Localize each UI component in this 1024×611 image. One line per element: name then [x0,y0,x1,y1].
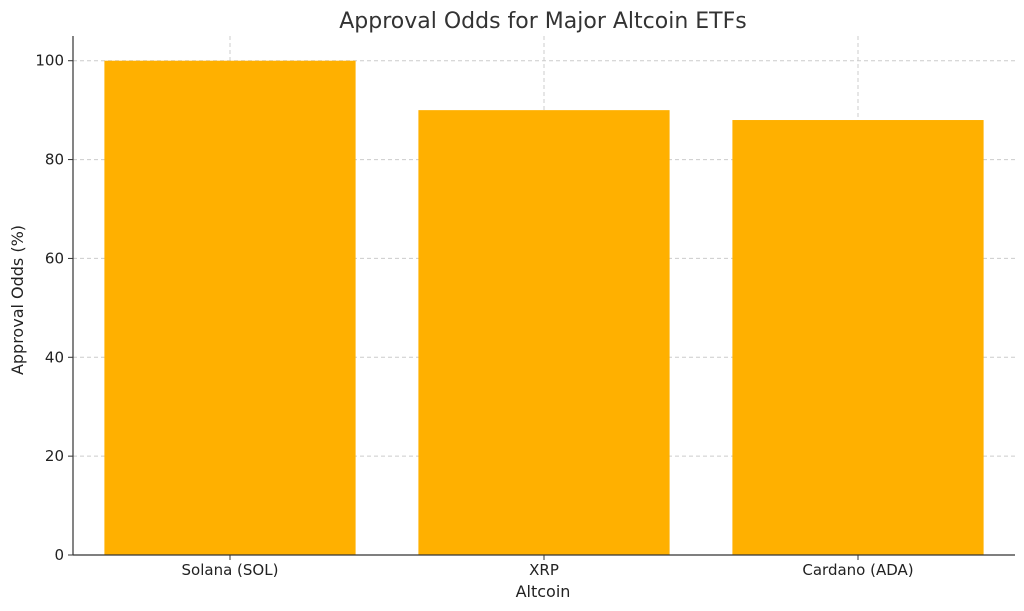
x-tick-label: XRP [529,561,559,579]
x-tick-label: Cardano (ADA) [802,561,913,579]
bar-solana-sol [104,60,356,555]
y-tick-label: 20 [45,447,64,465]
bar-cardano-ada [732,120,984,556]
x-tick-label: Solana (SOL) [182,561,279,579]
ticks: 0 20 40 60 80 100 Solana (SOL) XRP Cardano (ADA) [35,52,913,579]
x-axis-label: Altcoin [516,582,571,601]
y-tick-label: 100 [35,52,64,70]
y-tick-label: 40 [45,348,64,366]
y-tick-label: 60 [45,249,64,267]
y-tick-label: 80 [45,151,64,169]
y-axis-label: Approval Odds (%) [8,225,27,375]
y-tick-label: 0 [54,546,64,564]
chart-title: Approval Odds for Major Altcoin ETFs [339,9,746,34]
bar-xrp [418,110,670,556]
bars [104,60,984,556]
